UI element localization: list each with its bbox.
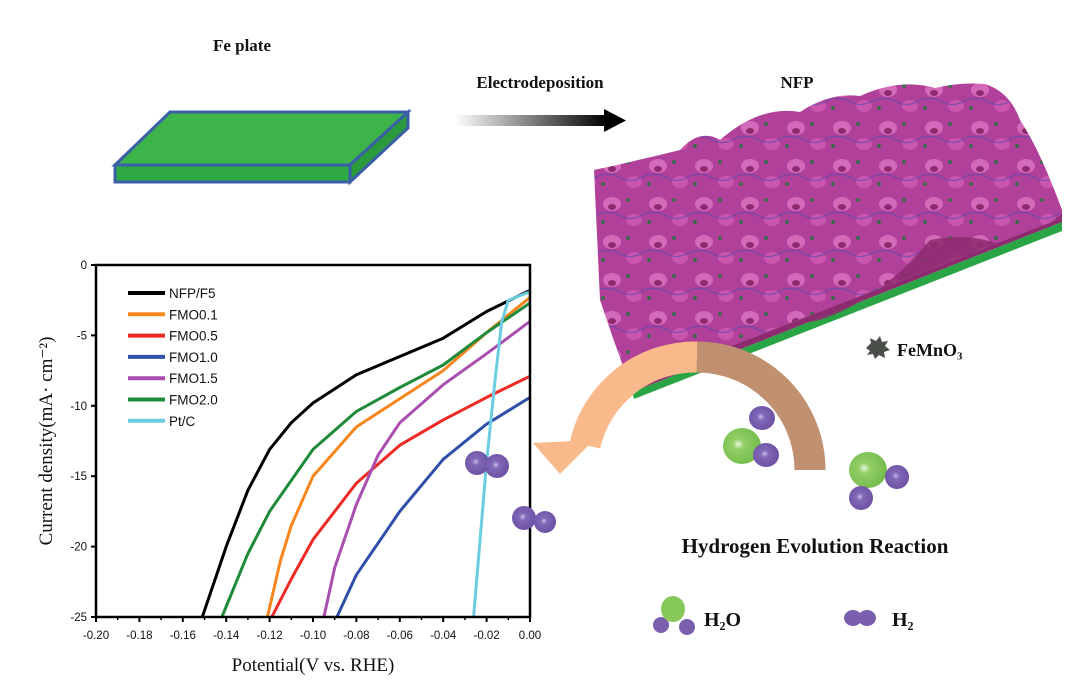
x-axis: -0.20 -0.18 -0.16 -0.14 -0.12 -0.10 -0.08 -0.06…	[83, 617, 541, 642]
fe-plate-illustration	[111, 108, 412, 186]
h2-label: H₂	[892, 609, 914, 631]
legend-item: FMO0.5	[128, 329, 218, 344]
femno3-particle-icon	[866, 336, 890, 359]
series-line-nfp-f5	[200, 288, 531, 618]
y-tick-label: -15	[70, 471, 87, 483]
x-tick-label: -0.14	[213, 630, 240, 642]
x-tick-label: -0.12	[256, 630, 282, 642]
y-tick-label: -10	[70, 401, 87, 413]
x-tick-label: -0.08	[343, 630, 369, 642]
legend-label: NFP/F5	[169, 286, 216, 301]
x-tick-label: 0.00	[519, 630, 541, 642]
water-molecule-2	[849, 452, 909, 510]
curved-arrow-icon	[533, 341, 826, 474]
h2o-legend: H₂O	[653, 596, 741, 635]
x-tick-label: -0.04	[430, 630, 457, 642]
gradient-arrow-icon	[455, 109, 626, 132]
x-tick-label: -0.20	[83, 630, 109, 642]
femno3-label: FeMnO₃	[897, 340, 963, 360]
nfp-label: NFP	[780, 73, 813, 92]
legend-item: FMO2.0	[128, 393, 218, 408]
x-tick-label: -0.16	[170, 630, 196, 642]
lsv-chart: -0.20 -0.18 -0.16 -0.14 -0.12 -0.10 -0.08 -0.06…	[36, 260, 541, 676]
x-tick-label: -0.18	[126, 630, 152, 642]
y-axis-label: Current density(mA· cm⁻²)	[36, 337, 57, 546]
series-line-fmo0-5	[270, 374, 531, 618]
legend-label: Pt/C	[169, 414, 196, 429]
y-axis: 0 -5 -10 -15 -20 -25	[70, 260, 96, 624]
electrodeposition-label: Electrodeposition	[476, 73, 604, 92]
her-label: Hydrogen Evolution Reaction	[682, 534, 949, 558]
legend-item: Pt/C	[128, 414, 196, 429]
h2-bubbles-on-chart	[465, 451, 556, 533]
chart-legend: NFP/F5 FMO0.1 FMO0.5 FMO1.0 FMO1.5 FMO2.0 Pt/C	[128, 286, 218, 429]
series-line-fmo2-0	[220, 301, 531, 618]
series-line-fmo1-5	[322, 320, 531, 618]
legend-item: FMO1.5	[128, 371, 218, 386]
x-tick-label: -0.06	[387, 630, 413, 642]
legend-label: FMO2.0	[169, 393, 218, 408]
legend-item: FMO1.0	[128, 350, 218, 365]
legend-label: FMO1.0	[169, 350, 218, 365]
legend-label: FMO0.5	[169, 329, 218, 344]
fe-plate-label: Fe plate	[213, 36, 272, 55]
y-tick-label: 0	[81, 260, 87, 272]
x-tick-label: -0.10	[300, 630, 326, 642]
legend-item: NFP/F5	[128, 286, 216, 301]
x-axis-label: Potential(V vs. RHE)	[232, 655, 395, 676]
water-molecule-1	[723, 406, 779, 467]
legend-label: FMO1.5	[169, 371, 218, 386]
y-tick-label: -5	[77, 330, 87, 342]
series-layer	[200, 288, 531, 618]
y-tick-label: -20	[70, 542, 87, 554]
legend-label: FMO0.1	[169, 307, 218, 322]
legend-item: FMO0.1	[128, 307, 218, 322]
h2o-label: H₂O	[704, 609, 741, 631]
series-line-fmo1-0	[335, 396, 531, 618]
x-tick-label: -0.02	[473, 630, 499, 642]
femno3-legend: FeMnO₃	[866, 336, 963, 360]
h2-legend: H₂	[844, 609, 914, 631]
series-line-pt-c	[472, 290, 531, 618]
y-tick-label: -25	[70, 612, 87, 624]
